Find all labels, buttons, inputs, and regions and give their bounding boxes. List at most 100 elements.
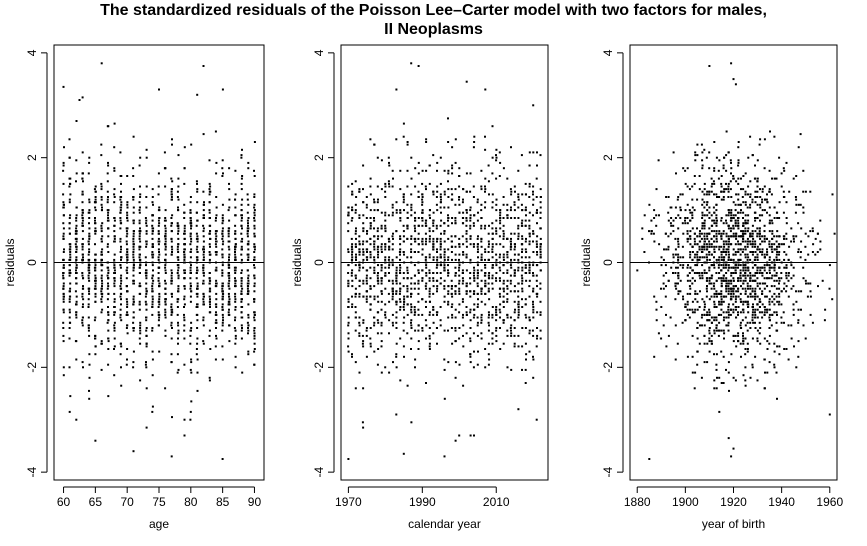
residual-point xyxy=(535,196,538,198)
residual-point xyxy=(539,217,542,219)
residual-point xyxy=(715,237,718,240)
residual-point xyxy=(443,266,446,269)
x-tick-label: 1900 xyxy=(672,495,699,509)
residual-point xyxy=(469,308,472,311)
residual-point xyxy=(809,290,812,293)
residual-point xyxy=(157,324,160,327)
residual-point xyxy=(196,182,198,185)
residual-point xyxy=(176,196,179,198)
residual-point xyxy=(487,164,490,167)
residual-point xyxy=(164,261,167,264)
residual-point xyxy=(776,345,779,348)
residual-point xyxy=(202,240,205,243)
residual-point xyxy=(88,237,91,240)
residual-point xyxy=(126,266,129,269)
residual-point xyxy=(477,272,479,274)
residual-point xyxy=(440,211,442,214)
residual-point xyxy=(768,214,771,217)
residual-point xyxy=(240,337,243,340)
residual-point xyxy=(106,201,109,204)
residual-point xyxy=(399,269,401,272)
residual-point xyxy=(177,290,179,293)
residual-point xyxy=(208,209,211,212)
residual-point xyxy=(421,182,424,185)
residual-point xyxy=(402,201,405,204)
residual-point xyxy=(366,232,368,235)
residual-point xyxy=(126,290,128,293)
residual-point xyxy=(253,235,256,238)
residual-point xyxy=(725,264,727,267)
residual-point xyxy=(732,272,735,274)
residual-point xyxy=(506,253,509,256)
residual-point xyxy=(145,277,148,280)
residual-point xyxy=(369,303,372,306)
residual-point xyxy=(484,366,487,369)
residual-point xyxy=(491,193,494,196)
residual-point xyxy=(410,235,413,238)
residual-point xyxy=(528,219,531,222)
residual-point xyxy=(528,240,531,243)
residual-point xyxy=(440,219,443,222)
residual-point xyxy=(658,214,660,217)
residual-point xyxy=(145,319,148,322)
residual-point xyxy=(384,224,387,227)
residual-point xyxy=(780,277,783,280)
residual-point xyxy=(377,264,379,267)
residual-point xyxy=(428,313,431,316)
residual-point xyxy=(373,235,376,238)
residual-point xyxy=(451,316,454,319)
residual-point xyxy=(391,258,394,261)
residual-point xyxy=(776,251,779,253)
residual-point xyxy=(101,222,104,225)
residual-point xyxy=(196,188,199,191)
residual-point xyxy=(696,337,699,340)
residual-point xyxy=(69,282,72,285)
residual-point xyxy=(833,232,836,235)
residual-point xyxy=(151,214,154,217)
residual-point xyxy=(447,329,449,332)
residual-point xyxy=(221,248,224,251)
residual-point xyxy=(725,188,728,191)
residual-point xyxy=(398,298,401,301)
residual-point xyxy=(234,282,237,285)
residual-point xyxy=(164,230,167,233)
residual-point xyxy=(524,193,527,196)
residual-point xyxy=(351,243,354,246)
residual-point xyxy=(771,295,774,298)
residual-point xyxy=(664,295,667,298)
residual-point xyxy=(691,277,694,280)
residual-point xyxy=(495,264,498,267)
residual-point xyxy=(247,292,250,295)
residual-point xyxy=(170,217,173,219)
residual-point xyxy=(240,245,243,248)
residual-point xyxy=(462,243,465,246)
residual-point xyxy=(176,248,179,251)
residual-point xyxy=(113,264,116,267)
residual-point xyxy=(770,245,773,248)
residual-point xyxy=(246,269,249,272)
residual-point xyxy=(458,327,461,329)
residual-point xyxy=(138,308,141,311)
residual-point xyxy=(744,269,747,272)
residual-point xyxy=(215,214,218,217)
residual-point xyxy=(417,232,420,235)
residual-point xyxy=(491,243,494,246)
residual-point xyxy=(754,290,757,293)
y-axis-label: residuals xyxy=(579,238,593,286)
residual-point xyxy=(94,227,97,230)
residual-point xyxy=(373,256,376,259)
residual-point xyxy=(495,308,497,311)
residual-point xyxy=(717,334,720,337)
residual-point xyxy=(746,222,749,225)
residual-point xyxy=(209,253,212,256)
residual-point xyxy=(785,277,788,280)
residual-point xyxy=(510,329,512,332)
residual-point xyxy=(391,279,394,282)
residual-point xyxy=(202,269,205,272)
residual-point xyxy=(347,306,350,308)
residual-point xyxy=(94,243,96,246)
residual-point xyxy=(443,258,446,261)
residual-point xyxy=(735,264,738,267)
residual-point xyxy=(689,279,692,282)
residual-point xyxy=(88,264,91,267)
